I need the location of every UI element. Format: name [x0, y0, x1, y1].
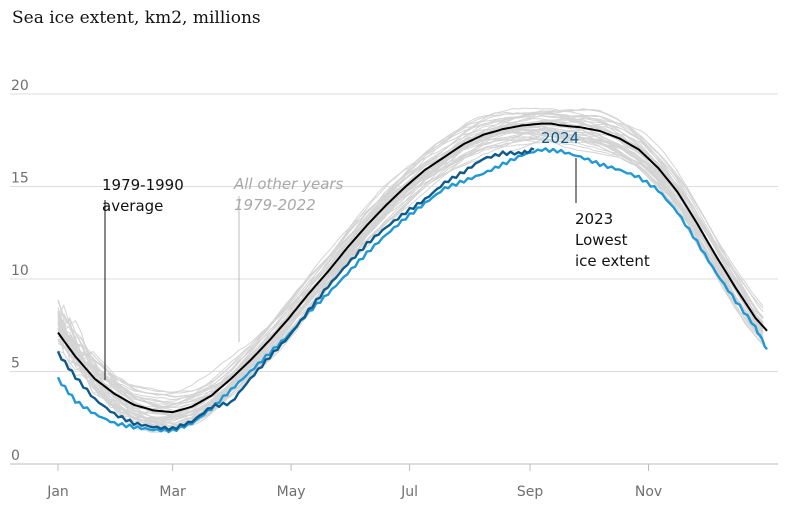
other-years-label: All other years [233, 175, 344, 193]
series-line-2024 [56, 147, 535, 432]
label-2023: 2023 [575, 210, 613, 228]
chart-title: Sea ice extent, km2, millions [12, 8, 261, 28]
other-year-line [57, 115, 764, 398]
annotations: 1979-1990 average All other years 1979-2022… [102, 129, 650, 380]
gridlines [10, 93, 778, 465]
y-axis-ticks: 0 5 10 15 20 [11, 78, 29, 464]
other-year-line [57, 108, 764, 393]
other-year-line [57, 119, 764, 427]
x-tick-label: May [277, 484, 306, 500]
y-tick-label: 0 [11, 448, 20, 464]
x-tick-label: Sep [517, 484, 544, 500]
highlight-lines [56, 122, 768, 434]
series-line-2023 [56, 147, 768, 434]
series-line-1979-1990-average [57, 122, 768, 414]
x-tick-label: Jan [46, 484, 69, 500]
y-tick-label: 10 [11, 263, 29, 279]
y-tick-label: 5 [11, 356, 20, 372]
label-2024: 2024 [541, 129, 579, 147]
x-tick-label: Mar [159, 484, 186, 500]
average-label: 1979-1990 [102, 176, 184, 194]
other-year-line [57, 117, 764, 408]
average-label: average [102, 197, 163, 215]
other-year-line [57, 117, 764, 404]
x-axis-ticks: Jan Mar May Jul Sep Nov [46, 464, 662, 500]
other-year-line [57, 130, 764, 430]
other-years-label: 1979-2022 [234, 196, 316, 214]
other-year-line [57, 132, 764, 423]
x-tick-label: Jul [400, 484, 418, 500]
other-year-line [57, 112, 764, 396]
y-tick-label: 20 [11, 78, 29, 94]
other-year-line [57, 121, 764, 417]
label-2023: ice extent [575, 252, 650, 270]
other-year-line [57, 114, 764, 401]
label-2023: Lowest [575, 231, 628, 249]
other-years-lines [57, 107, 764, 433]
other-year-line [57, 107, 764, 397]
y-tick-label: 15 [11, 171, 29, 187]
other-year-line [57, 123, 764, 403]
x-tick-label: Nov [635, 484, 662, 500]
